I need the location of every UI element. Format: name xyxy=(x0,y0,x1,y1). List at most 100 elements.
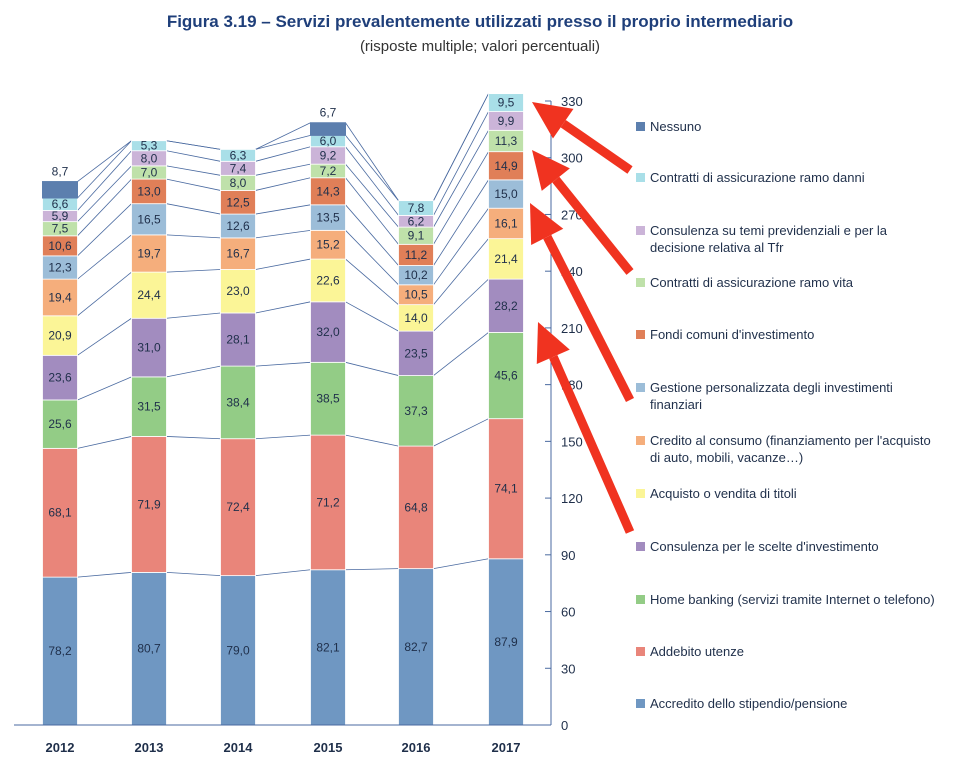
connector-line xyxy=(345,163,399,228)
bar-segment-2017-1 xyxy=(488,558,524,726)
bar-segment-2014-3 xyxy=(220,365,256,440)
data-label-2014-8: 12,5 xyxy=(226,195,250,209)
data-label-2014-5: 23,0 xyxy=(226,284,250,298)
connector-line xyxy=(345,258,399,305)
bar-segment-2015-3 xyxy=(310,361,346,436)
data-label-2014-1: 79,0 xyxy=(226,643,250,657)
connector-line xyxy=(166,150,221,162)
data-label-2016-8: 11,2 xyxy=(405,248,428,262)
connector-line xyxy=(255,258,311,270)
connector-line xyxy=(77,376,132,401)
connector-line xyxy=(77,317,132,356)
bar-segment-2017-8 xyxy=(488,151,524,181)
legend-label: Credito al consumo (finanziamento per l'… xyxy=(650,433,931,465)
data-label-2013-5: 24,4 xyxy=(137,288,161,302)
data-label-2015-9: 7,2 xyxy=(320,164,337,178)
data-label-2014-10: 7,4 xyxy=(230,161,247,175)
data-label-2012-7: 12,3 xyxy=(48,260,72,274)
x-tick-label-2016: 2016 xyxy=(402,740,431,755)
red-arrow-shaft xyxy=(552,176,634,275)
legend-swatch xyxy=(636,278,645,287)
bar-segment-2015-1 xyxy=(310,569,346,726)
legend-label: Accredito dello stipendio/pensione xyxy=(650,696,848,711)
connector-line xyxy=(166,269,221,273)
data-label-2014-9: 8,0 xyxy=(230,176,247,190)
connector-line xyxy=(255,301,311,314)
connector-line xyxy=(345,146,399,216)
data-label-2012-2: 68,1 xyxy=(48,506,72,520)
y-tick-label: 90 xyxy=(561,548,575,563)
data-label-2012-6: 19,4 xyxy=(48,290,72,304)
connector-line xyxy=(255,163,311,176)
data-label-2017-1: 87,9 xyxy=(494,635,518,649)
data-label-2016-11: 7,8 xyxy=(408,201,425,215)
connector-line xyxy=(166,234,221,239)
connector-line xyxy=(77,234,132,280)
bar-segment-2017-2 xyxy=(488,418,524,560)
data-label-2017-6: 16,1 xyxy=(494,216,518,230)
x-tick-label-2013: 2013 xyxy=(135,740,164,755)
legend-swatch xyxy=(636,647,645,656)
data-label-2016-9: 9,1 xyxy=(408,229,425,243)
bar-segment-2015-8 xyxy=(310,177,346,206)
data-label-2016-6: 10,5 xyxy=(404,288,428,302)
connector-line xyxy=(433,332,489,376)
data-label-2015-4: 32,0 xyxy=(316,325,340,339)
data-label-2013-11: 5,3 xyxy=(141,139,158,153)
connector-line xyxy=(345,568,399,571)
data-label-2012-1: 78,2 xyxy=(48,644,72,658)
bars xyxy=(42,93,524,726)
data-label-2012-4: 23,6 xyxy=(48,371,72,385)
connector-line xyxy=(345,434,399,447)
data-label-2013-7: 16,5 xyxy=(137,212,161,226)
connector-line xyxy=(433,179,489,266)
data-label-2015-12: 6,7 xyxy=(320,106,337,120)
bar-segment-2016-11 xyxy=(398,200,434,216)
connector-line xyxy=(255,569,311,577)
bar-segment-2013-2 xyxy=(131,436,167,573)
legend-label: Acquisto o vendita di titoli xyxy=(650,486,797,501)
data-label-2016-10: 6,2 xyxy=(408,214,425,228)
y-tick-label: 330 xyxy=(561,94,583,109)
data-label-2015-8: 14,3 xyxy=(316,184,340,198)
connector-line xyxy=(255,229,311,239)
data-label-2012-10: 5,9 xyxy=(52,209,69,223)
data-label-2014-3: 38,4 xyxy=(226,395,250,409)
red-arrow-head xyxy=(532,150,570,191)
bar-segment-2015-12 xyxy=(310,122,346,136)
data-label-2012-3: 25,6 xyxy=(48,417,72,431)
connector-line xyxy=(345,135,399,201)
legend-swatch xyxy=(636,173,645,182)
connector-line xyxy=(77,203,132,257)
data-label-2017-4: 28,2 xyxy=(494,299,518,313)
data-label-2012-5: 20,9 xyxy=(48,329,72,343)
red-arrow-head xyxy=(536,322,570,365)
bar-segment-2012-5 xyxy=(42,315,78,356)
connector-line xyxy=(433,151,489,245)
bar-segment-2017-4 xyxy=(488,278,524,333)
connector-line xyxy=(166,572,221,577)
data-label-2015-10: 9,2 xyxy=(320,148,337,162)
connector-line xyxy=(433,558,489,570)
data-label-2016-4: 23,5 xyxy=(404,346,428,360)
legend-swatch xyxy=(636,383,645,392)
data-label-2017-7: 15,0 xyxy=(494,187,518,201)
data-label-2013-4: 31,0 xyxy=(137,341,161,355)
connector-line xyxy=(433,207,489,286)
y-tick-label: 60 xyxy=(561,605,575,620)
connector-line xyxy=(255,204,311,215)
bar-segment-2014-6 xyxy=(220,237,256,270)
y-tick-label: 300 xyxy=(561,151,583,166)
connector-line-total xyxy=(433,93,489,201)
bar-segment-2016-2 xyxy=(398,445,434,570)
annotation-arrows xyxy=(530,102,635,534)
data-label-2016-1: 82,7 xyxy=(404,640,428,654)
data-labels: 78,2 80,7 79,0 82,1 82,7 87,9 68,1 71,9 72,4 71,2… xyxy=(48,96,518,658)
bar-segment-2016-4 xyxy=(398,330,434,376)
chart-title: Figura 3.19 – Servizi prevalentemente ut… xyxy=(166,12,794,31)
data-label-2012-11: 6,6 xyxy=(52,197,69,211)
legend-label: Contratti di assicurazione ramo danni xyxy=(650,170,865,185)
legend-swatch xyxy=(636,226,645,235)
bar-segment-2014-11 xyxy=(220,149,256,162)
